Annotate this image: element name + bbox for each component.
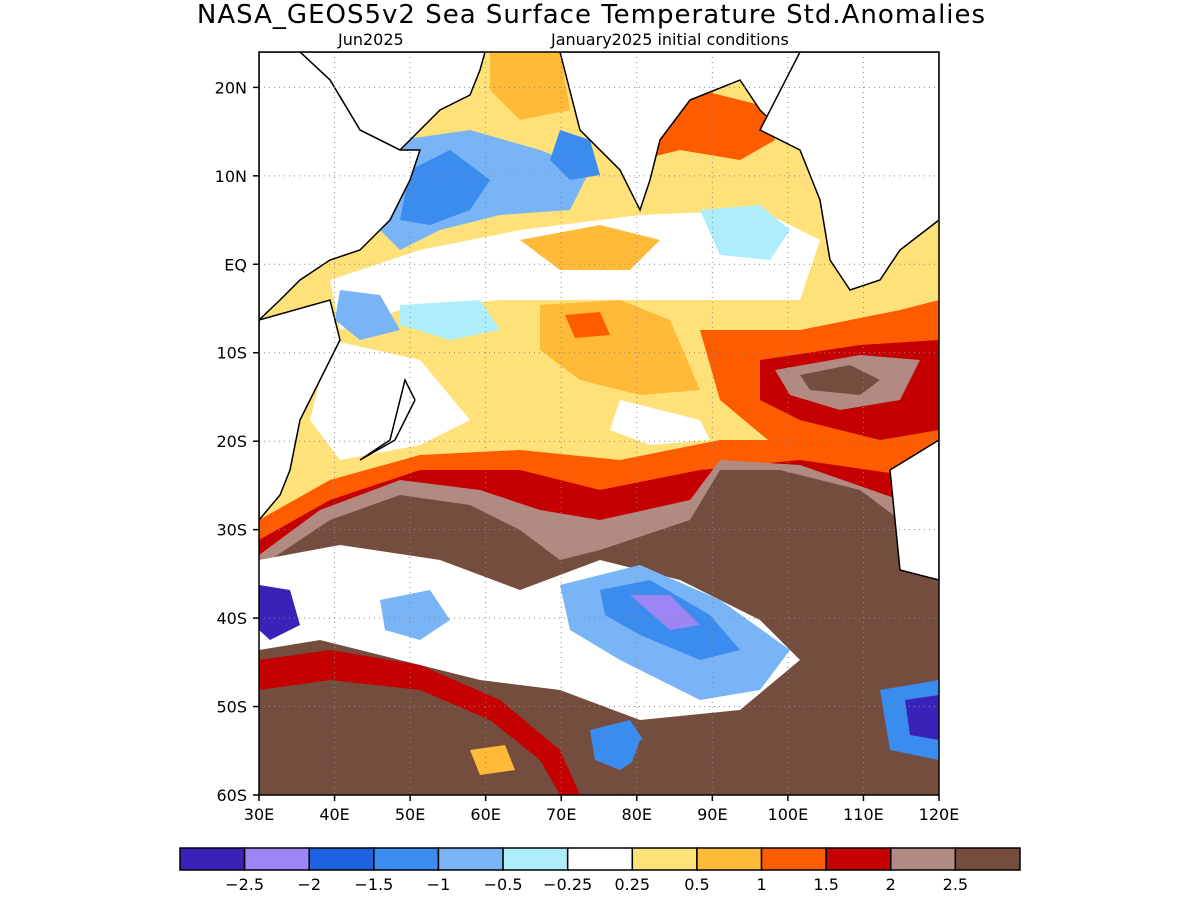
southeast-asia-land xyxy=(758,52,939,291)
lat-tick-label: 10S xyxy=(216,344,247,363)
neutral-zone-south xyxy=(610,400,710,445)
lon-tick-label: 90E xyxy=(697,805,727,824)
extreme-far-south-east xyxy=(620,730,880,795)
cold-sw-corner xyxy=(259,585,300,640)
colorbar-labels: −2.5 −2 −1.5 −1 −0.5 −0.25 0.25 0.5 1 1.5 2 2.5 xyxy=(225,875,968,894)
warm-gulf xyxy=(490,52,570,120)
lon-tick-label: 70E xyxy=(546,805,576,824)
colorbar-label: −1 xyxy=(427,875,451,894)
lat-tick-label: 10N xyxy=(215,167,247,186)
neutral-zone-madagascar xyxy=(310,340,470,460)
colorbar-swatch xyxy=(696,847,763,871)
colorbar-label: 0.25 xyxy=(614,875,650,894)
lat-tick-label: 20N xyxy=(215,78,247,97)
lon-tick-label: 80E xyxy=(622,805,652,824)
lat-tick-label: 60S xyxy=(216,786,247,805)
lon-tick-label: 60E xyxy=(470,805,500,824)
australia-land xyxy=(889,439,939,581)
cool-bay-of-bengal xyxy=(700,205,790,260)
lat-tick-label: EQ xyxy=(224,255,247,274)
cool-equatorial-west xyxy=(335,290,400,340)
lon-tick-label: 40E xyxy=(319,805,349,824)
anomaly-field xyxy=(259,52,939,795)
lon-tick-label: 110E xyxy=(843,805,884,824)
warm-central xyxy=(520,225,660,270)
lon-tick-label: 50E xyxy=(395,805,425,824)
cold-southern-core xyxy=(630,595,700,630)
colorbar-label: 2.5 xyxy=(943,875,968,894)
colorbar-swatch xyxy=(825,847,892,871)
lon-tick-label: 100E xyxy=(768,805,809,824)
lon-tick-label: 30E xyxy=(244,805,274,824)
map-gridlines xyxy=(259,52,939,795)
colorbar-swatch xyxy=(437,847,504,871)
cold-se-corner xyxy=(905,695,939,740)
colorbar-label: −1.5 xyxy=(354,875,393,894)
cool-arabian-sea-east xyxy=(550,130,600,180)
lat-tick-label: 30S xyxy=(216,521,247,540)
colorbar-label: 2 xyxy=(886,875,896,894)
africa-horn-land xyxy=(259,52,422,322)
colorbar-label: −2 xyxy=(297,875,321,894)
colorbar-label: −0.5 xyxy=(484,875,523,894)
warm-spot-south xyxy=(470,745,515,775)
init-conditions-label: January2025 initial conditions xyxy=(551,30,789,49)
warm-spot xyxy=(565,312,610,338)
colorbar-swatch xyxy=(179,847,246,871)
colorbar-label: −0.25 xyxy=(543,875,592,894)
lon-tick-label: 120E xyxy=(919,805,960,824)
colorbar xyxy=(179,847,1021,871)
colorbar-swatch xyxy=(502,847,569,871)
cool-equatorial-central xyxy=(400,300,500,340)
cool-arabian-sea-core xyxy=(400,150,490,225)
colorbar-swatch xyxy=(631,847,698,871)
colorbar-swatch xyxy=(890,847,957,871)
colorbar-swatch xyxy=(760,847,827,871)
lat-tick-label: 20S xyxy=(216,432,247,451)
lat-tick-label: 50S xyxy=(216,698,247,717)
colorbar-swatch xyxy=(243,847,310,871)
colorbar-label: −2.5 xyxy=(225,875,264,894)
colorbar-swatch xyxy=(373,847,440,871)
map-frame xyxy=(258,51,940,796)
colorbar-label: 1.5 xyxy=(813,875,838,894)
map-title: NASA_GEOS5v2 Sea Surface Temperature Std… xyxy=(196,0,987,30)
land-masses xyxy=(259,52,939,581)
lat-tick-label: 40S xyxy=(216,609,247,628)
cool-sw-blob xyxy=(380,590,450,640)
colorbar-label: 0.5 xyxy=(684,875,709,894)
east-africa-land xyxy=(259,299,341,522)
latitude-axis: 20N 10N EQ 10S 20S 30S 40S 50S 60S xyxy=(215,78,259,805)
colorbar-label: 1 xyxy=(756,875,766,894)
colorbar-swatch xyxy=(566,847,634,871)
extreme-east-core xyxy=(800,365,880,395)
madagascar-land xyxy=(359,377,416,461)
colorbar-swatch xyxy=(308,847,375,871)
longitude-axis: 30E 40E 50E 60E 70E 80E 90E 100E 110E 120E xyxy=(244,795,960,824)
valid-month-label: Jun2025 xyxy=(338,30,404,49)
colorbar-swatch xyxy=(954,847,1021,871)
